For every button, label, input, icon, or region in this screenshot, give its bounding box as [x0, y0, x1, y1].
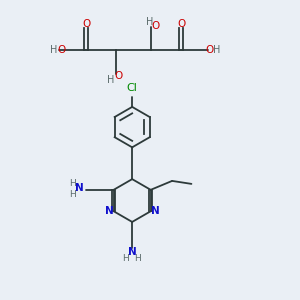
Text: H: H	[107, 75, 114, 85]
Text: H: H	[213, 45, 220, 56]
Text: Cl: Cl	[127, 82, 138, 93]
Text: H: H	[50, 45, 58, 56]
Text: H: H	[69, 179, 76, 188]
Text: O: O	[114, 71, 122, 81]
Text: O: O	[82, 19, 90, 29]
Text: H: H	[69, 190, 76, 199]
Text: N: N	[75, 183, 84, 193]
Text: N: N	[151, 206, 160, 216]
Text: O: O	[151, 21, 159, 31]
Text: H: H	[134, 254, 141, 263]
Text: H: H	[122, 254, 129, 263]
Text: N: N	[104, 206, 113, 216]
Text: O: O	[177, 19, 185, 29]
Text: H: H	[146, 17, 154, 27]
Text: O: O	[57, 45, 65, 56]
Text: O: O	[205, 45, 213, 56]
Text: N: N	[128, 247, 136, 257]
